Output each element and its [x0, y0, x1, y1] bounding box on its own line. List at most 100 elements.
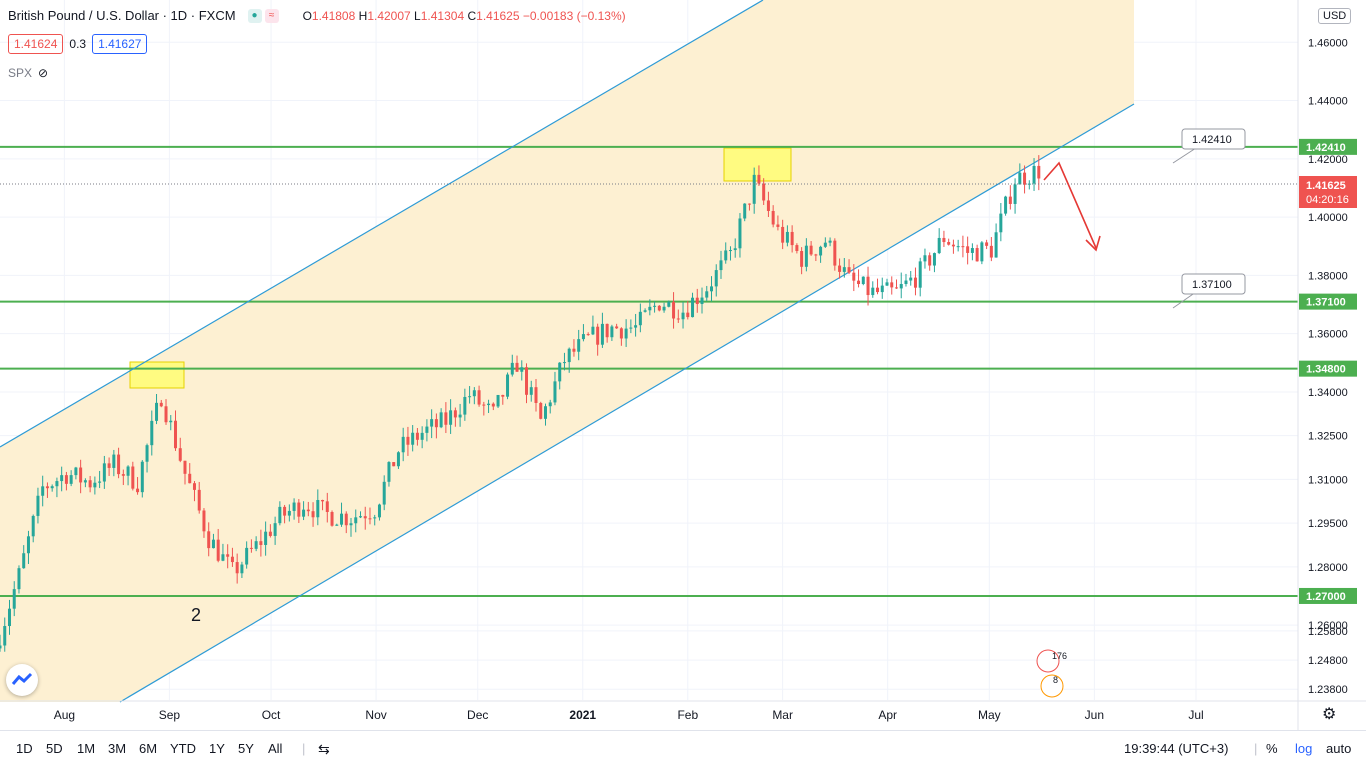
- data-status-icon[interactable]: ≈: [264, 8, 279, 23]
- candle-body: [245, 547, 249, 565]
- separator: |: [302, 741, 306, 756]
- buy-button[interactable]: 1.41627: [92, 34, 148, 54]
- candle-body: [838, 265, 842, 272]
- price-chart[interactable]: 2 1.42410 1.37100 1.460001.440001.420001…: [0, 0, 1366, 730]
- auto-toggle[interactable]: auto: [1326, 741, 1352, 756]
- candle-body: [316, 500, 320, 518]
- candle-body: [211, 539, 215, 549]
- economic-event-flags[interactable]: 176 8: [1036, 649, 1067, 698]
- candle-body: [192, 483, 196, 490]
- candle-body: [396, 452, 400, 467]
- percent-toggle[interactable]: %: [1266, 741, 1278, 756]
- candle-body: [539, 402, 543, 419]
- candle-body: [107, 463, 111, 468]
- x-tick-label: Dec: [467, 708, 488, 722]
- symbol-title[interactable]: British Pound / U.S. Dollar · 1D · FXCM: [8, 8, 236, 23]
- candle-body: [330, 512, 334, 526]
- candle-body: [876, 287, 880, 293]
- candle-body: [800, 251, 804, 267]
- separator-2: |: [1254, 741, 1258, 756]
- currency-button[interactable]: USD: [1318, 8, 1352, 24]
- candle-body: [3, 626, 7, 646]
- candle-body: [449, 410, 453, 425]
- candle-body: [482, 404, 486, 406]
- candle-body: [619, 328, 623, 339]
- sell-button[interactable]: 1.41624: [8, 34, 64, 54]
- timeframe-1y[interactable]: 1Y: [209, 741, 225, 756]
- settings-gear-icon[interactable]: ⚙: [1322, 706, 1337, 723]
- market-status-icon[interactable]: ●: [247, 8, 262, 23]
- y-tick-label: 1.28000: [1308, 562, 1348, 574]
- timeframe-5d[interactable]: 5D: [46, 741, 63, 756]
- candle-body: [387, 462, 391, 482]
- candle-body: [463, 396, 467, 415]
- hide-eye-icon[interactable]: ⊘: [38, 66, 49, 80]
- timeframe-5y[interactable]: 5Y: [238, 741, 254, 756]
- candle-body: [947, 242, 951, 245]
- candle-body: [88, 480, 92, 488]
- timeframe-all[interactable]: All: [268, 741, 283, 756]
- candle-body: [477, 390, 481, 405]
- timeframe-6m[interactable]: 6M: [139, 741, 158, 756]
- candle-body: [747, 203, 751, 205]
- candle-body: [861, 276, 865, 285]
- y-tick-label: 1.23800: [1308, 684, 1348, 696]
- timeframe-1d[interactable]: 1D: [16, 741, 33, 756]
- tradingview-logo-icon[interactable]: [6, 664, 38, 696]
- y-tick-label: 1.42000: [1308, 154, 1348, 166]
- timeframe-ytd[interactable]: YTD: [170, 741, 196, 756]
- candle-body: [145, 445, 149, 462]
- support-resistance-levels: [0, 145, 1298, 597]
- candle-body: [273, 523, 277, 536]
- level-price-tag: [1299, 360, 1357, 377]
- candle-body: [700, 297, 704, 305]
- candle-body: [657, 305, 661, 311]
- candle-body: [961, 246, 965, 248]
- candle-body: [292, 502, 296, 511]
- candle-body: [150, 420, 154, 446]
- candle-body: [743, 203, 747, 219]
- candle-body: [406, 436, 410, 445]
- candle-body: [207, 531, 211, 549]
- candle-body: [340, 513, 344, 525]
- price-axis-level-labels: 1.42410 1.37100 1.34800 1.27000: [1299, 138, 1357, 604]
- svg-text:176: 176: [1052, 651, 1067, 661]
- ohlc-values: O1.41808 H1.42007 L1.41304 C1.41625 −0.0…: [302, 8, 626, 23]
- candle-body: [12, 589, 16, 609]
- candle-body: [501, 394, 505, 397]
- level-price-tag: [1299, 587, 1357, 604]
- compare-symbol-row: SPX ⊘: [8, 66, 48, 80]
- candle-body: [686, 312, 690, 318]
- compare-symbol-label[interactable]: SPX: [8, 66, 33, 80]
- log-toggle[interactable]: log: [1295, 741, 1313, 756]
- level-price-tag: [1299, 138, 1357, 155]
- date-range-icon[interactable]: ⇆: [318, 741, 330, 757]
- clock[interactable]: 19:39:44 (UTC+3): [1124, 741, 1229, 756]
- ascending-channel: [0, 0, 1134, 702]
- timeframe-1m[interactable]: 1M: [77, 741, 96, 756]
- candle-body: [591, 326, 595, 335]
- candle-body: [491, 403, 495, 407]
- candle-body: [823, 242, 827, 247]
- candle-body: [653, 305, 657, 307]
- y-tick-label: 1.46000: [1308, 37, 1348, 49]
- candle-body: [728, 250, 732, 252]
- candle-body: [667, 301, 671, 307]
- timeframe-3m[interactable]: 3M: [108, 741, 127, 756]
- candle-body: [615, 326, 619, 329]
- y-tick-label: 1.32500: [1308, 431, 1348, 443]
- candle-body: [235, 562, 239, 574]
- candle-body: [259, 541, 263, 545]
- candle-body: [415, 432, 419, 440]
- y-tick-label: 1.24800: [1308, 655, 1348, 667]
- candle-body: [534, 387, 538, 403]
- candle-body: [586, 334, 590, 336]
- candle-body: [691, 297, 695, 318]
- candle-body: [55, 481, 59, 487]
- candle-body: [140, 461, 144, 493]
- candle-body: [553, 381, 557, 403]
- candle-body: [809, 245, 813, 255]
- y-tick-label: 1.34000: [1308, 387, 1348, 399]
- candle-body: [581, 334, 585, 340]
- candle-body: [302, 509, 306, 517]
